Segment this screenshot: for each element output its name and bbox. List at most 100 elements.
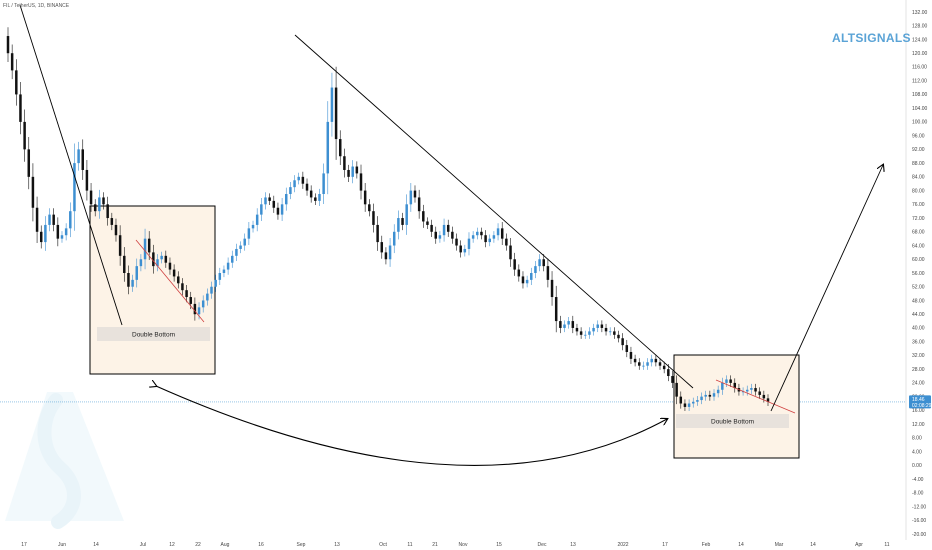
candle	[222, 265, 226, 278]
candle	[264, 192, 267, 210]
candle-body	[301, 176, 305, 184]
price-tick-label: 100.00	[912, 120, 928, 126]
candle	[276, 202, 280, 220]
candle	[322, 163, 325, 204]
candle-body	[156, 259, 159, 267]
candle	[164, 250, 168, 268]
candle-body	[550, 279, 554, 298]
candle-body	[662, 365, 666, 370]
candle	[185, 285, 188, 303]
candle	[434, 226, 438, 244]
time-tick-label: 14	[738, 542, 744, 548]
candle-body	[521, 276, 525, 284]
candle	[662, 361, 666, 374]
candle	[392, 224, 396, 254]
candle	[712, 389, 716, 401]
candle-body	[160, 255, 163, 260]
candle	[409, 183, 413, 212]
candle	[430, 219, 433, 237]
candle	[343, 148, 346, 178]
candle-body	[359, 173, 363, 191]
candle-body	[380, 242, 384, 253]
candle-body	[708, 394, 712, 397]
candle	[405, 194, 408, 235]
candle-body	[600, 324, 604, 328]
price-tick-label: 104.00	[912, 106, 928, 112]
candle-body	[247, 228, 251, 239]
candle-body	[700, 396, 703, 401]
candle-body	[64, 228, 68, 236]
price-tick-label: 64.00	[912, 243, 925, 249]
pattern-box-left	[89, 205, 216, 375]
candle-body	[127, 273, 130, 287]
candle	[571, 315, 575, 334]
candle	[334, 66, 338, 160]
candle	[60, 231, 64, 243]
price-tick-label: 92.00	[912, 147, 925, 153]
price-tick-label: 44.00	[912, 312, 925, 318]
candle	[380, 235, 384, 259]
candle	[64, 223, 68, 241]
candle-body	[27, 149, 31, 177]
candle-body	[563, 324, 566, 328]
candle	[6, 27, 10, 62]
candle	[729, 375, 732, 388]
candle	[766, 394, 770, 407]
candle	[368, 199, 371, 217]
price-tick-label: 0.00	[912, 463, 922, 469]
candle	[27, 137, 31, 190]
candle	[31, 163, 35, 222]
candle-body	[733, 382, 737, 389]
candle	[455, 233, 458, 251]
candle	[289, 181, 292, 200]
candle	[579, 327, 583, 339]
candle	[530, 267, 533, 286]
price-tick-label: 40.00	[912, 326, 925, 332]
candle-body	[592, 327, 595, 332]
candle-body	[525, 279, 529, 284]
candle-body	[667, 369, 670, 377]
candle-body	[143, 238, 147, 260]
candle	[488, 234, 491, 247]
candle-body	[650, 358, 653, 363]
candle-body	[554, 297, 558, 322]
candle-body	[530, 273, 533, 280]
candle	[754, 383, 757, 396]
candle-body	[434, 231, 438, 239]
candle	[376, 216, 379, 251]
candle	[338, 130, 342, 165]
candle-body	[297, 176, 300, 181]
trendline-1	[19, 4, 123, 326]
candle	[554, 285, 558, 333]
candle	[181, 278, 184, 296]
candle-body	[488, 238, 491, 243]
candle	[563, 320, 566, 333]
price-tick-label: 72.00	[912, 216, 925, 222]
candle	[123, 247, 126, 282]
candle	[23, 109, 26, 162]
candle	[550, 271, 554, 306]
candle-body	[409, 190, 413, 205]
price-tick-label: 108.00	[912, 92, 928, 98]
candle-body	[214, 279, 217, 287]
candle-body	[654, 358, 658, 363]
candle-body	[280, 204, 284, 215]
candle-body	[330, 87, 334, 122]
candle	[513, 252, 516, 276]
candle	[646, 358, 649, 370]
candle	[272, 195, 276, 213]
candle	[10, 44, 14, 80]
candle	[201, 295, 205, 313]
candle	[671, 370, 674, 389]
candle	[293, 175, 296, 193]
price-tick-label: 48.00	[912, 298, 925, 304]
price-tick-label: 84.00	[912, 175, 925, 181]
time-tick-label: 14	[810, 542, 816, 548]
time-tick-label: 22	[195, 542, 201, 548]
candle-body	[567, 321, 570, 325]
candle	[318, 188, 321, 207]
price-tick-label: -8.00	[912, 491, 924, 497]
time-axis: 17 Jun 14 Jul 12 22 Aug 16 Sep 13 Oct 11 21 Nov 15 Dec 1…	[21, 542, 890, 548]
price-tick-label: 112.00	[912, 78, 927, 84]
candle-body	[638, 362, 641, 366]
